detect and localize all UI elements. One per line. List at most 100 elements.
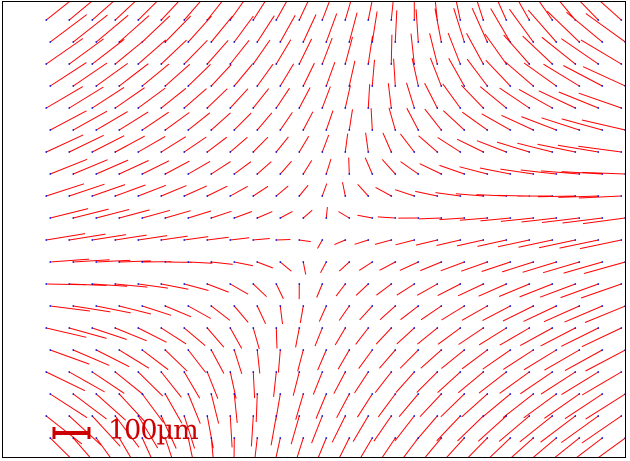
flow-streak bbox=[416, 283, 438, 296]
seed-point bbox=[321, 63, 324, 65]
seed-point bbox=[229, 239, 232, 241]
flow-streak bbox=[375, 186, 392, 197]
flow-streak bbox=[252, 2, 266, 21]
seed-point bbox=[45, 327, 48, 329]
flow-streak bbox=[481, 113, 511, 131]
flow-streak bbox=[333, 371, 346, 394]
flow-streak bbox=[485, 59, 511, 87]
seed-point bbox=[279, 217, 282, 219]
flow-streak bbox=[275, 2, 287, 21]
seed-point bbox=[486, 41, 489, 43]
flow-streak bbox=[73, 110, 108, 131]
flow-streak bbox=[461, 393, 488, 418]
seed-point bbox=[367, 415, 370, 417]
flow-streak bbox=[317, 437, 327, 457]
seed-point bbox=[325, 41, 328, 43]
flow-streak bbox=[141, 111, 169, 131]
flow-streak bbox=[184, 236, 209, 241]
flow-streak bbox=[365, 132, 369, 153]
seed-point bbox=[210, 217, 213, 219]
seed-point bbox=[440, 437, 443, 439]
seed-point bbox=[482, 195, 485, 197]
seed-point bbox=[390, 239, 393, 241]
flow-streak bbox=[477, 239, 507, 247]
flow-streak bbox=[446, 437, 465, 457]
flow-streak bbox=[91, 415, 121, 447]
seed-point bbox=[68, 151, 71, 153]
flow-streak bbox=[302, 261, 307, 275]
seed-point bbox=[233, 349, 236, 351]
seed-point bbox=[413, 195, 416, 197]
flow-streak bbox=[544, 349, 580, 371]
seed-point bbox=[555, 437, 558, 439]
seed-point bbox=[505, 371, 508, 373]
flow-streak bbox=[183, 88, 207, 109]
seed-point bbox=[279, 261, 282, 263]
flow-streak bbox=[277, 349, 281, 373]
flow-streak bbox=[543, 305, 580, 323]
seed-point bbox=[49, 261, 52, 263]
seed-point bbox=[390, 151, 393, 153]
flow-streak bbox=[91, 2, 114, 21]
flow-streak bbox=[437, 137, 461, 153]
flow-streak bbox=[456, 239, 484, 247]
seed-point bbox=[459, 415, 462, 417]
flow-streak bbox=[183, 136, 207, 153]
seed-point bbox=[233, 305, 236, 307]
seed-point bbox=[417, 261, 420, 263]
flow-streak bbox=[561, 415, 599, 444]
seed-point bbox=[183, 239, 186, 241]
seed-point bbox=[486, 129, 489, 131]
seed-point bbox=[624, 261, 625, 263]
seed-point bbox=[187, 393, 190, 395]
seed-point bbox=[279, 437, 282, 439]
flow-streak bbox=[543, 63, 580, 87]
flow-streak bbox=[558, 195, 599, 198]
flow-streak bbox=[206, 2, 223, 21]
flow-streak bbox=[424, 108, 442, 131]
seed-point bbox=[463, 349, 466, 351]
seed-point bbox=[252, 239, 255, 241]
seed-point bbox=[601, 261, 604, 263]
flow-streak bbox=[441, 305, 465, 321]
seed-point bbox=[229, 151, 232, 153]
seed-point bbox=[141, 85, 144, 87]
seed-point bbox=[252, 283, 255, 285]
seed-point bbox=[344, 151, 347, 153]
seed-point bbox=[49, 85, 52, 87]
flow-streak bbox=[374, 239, 392, 245]
flow-streak bbox=[321, 86, 331, 109]
flow-streak bbox=[360, 437, 373, 457]
seed-point bbox=[91, 371, 94, 373]
flow-streak bbox=[562, 217, 603, 224]
flow-streak bbox=[396, 283, 415, 296]
seed-point bbox=[371, 261, 374, 263]
seed-point bbox=[114, 195, 117, 197]
flow-streak bbox=[72, 393, 107, 420]
seed-point bbox=[436, 107, 439, 109]
flow-streak bbox=[498, 415, 530, 442]
seed-point bbox=[459, 107, 462, 109]
flow-streak bbox=[138, 283, 168, 289]
flow-streak bbox=[489, 437, 511, 457]
flow-streak bbox=[367, 35, 373, 65]
seed-point bbox=[394, 305, 397, 307]
seed-point bbox=[206, 239, 209, 241]
flow-streak bbox=[578, 92, 622, 109]
seed-point bbox=[72, 437, 75, 439]
flow-streak bbox=[457, 415, 484, 442]
seed-point bbox=[551, 415, 554, 417]
flow-streak bbox=[455, 2, 461, 21]
seed-point bbox=[298, 19, 301, 21]
flow-streak bbox=[541, 170, 580, 175]
flow-streak bbox=[348, 60, 356, 87]
flow-streak bbox=[141, 349, 169, 371]
seed-point bbox=[68, 107, 71, 109]
seed-point bbox=[210, 305, 213, 307]
seed-point bbox=[256, 305, 259, 307]
flow-streak bbox=[334, 239, 346, 246]
flow-streak bbox=[424, 437, 442, 457]
seed-point bbox=[578, 217, 581, 219]
flow-streak bbox=[415, 9, 419, 43]
flow-streak bbox=[275, 185, 289, 197]
